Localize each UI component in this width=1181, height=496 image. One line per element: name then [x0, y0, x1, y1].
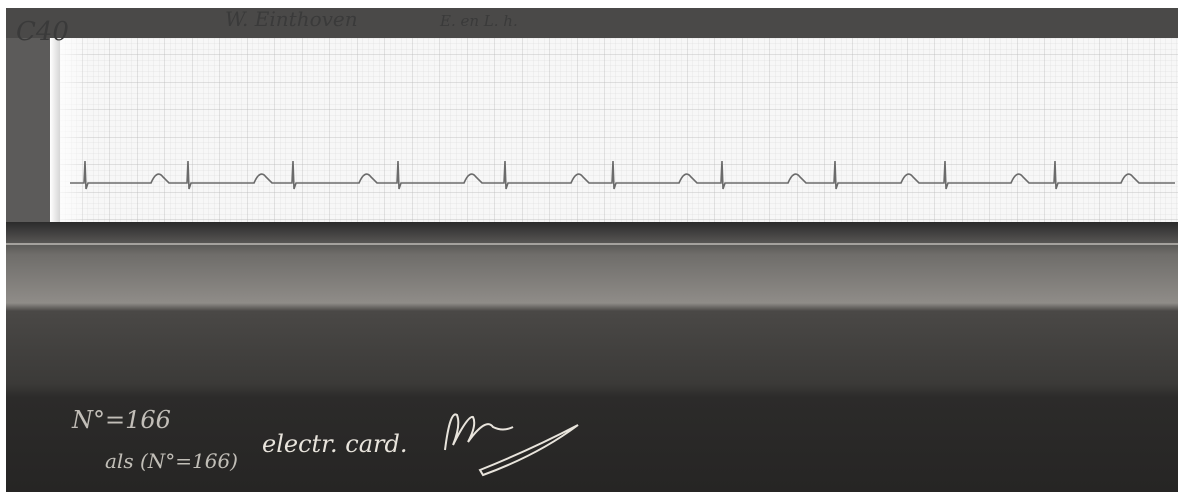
caption: electr. card. [262, 430, 407, 458]
number-note: N°=166 [71, 406, 171, 434]
ecg-trace [70, 160, 1175, 190]
signature-scribble [444, 413, 579, 477]
edge-glow [50, 38, 90, 222]
alias-note: als (N°=166) [105, 449, 238, 473]
plate-id: C40 [16, 17, 69, 47]
grid [60, 38, 1178, 222]
lower-exposure [6, 222, 1178, 492]
header-note: E. en L. h. [439, 12, 518, 30]
top-border [6, 8, 1178, 38]
header-signature: W. Einthoven [225, 7, 358, 31]
